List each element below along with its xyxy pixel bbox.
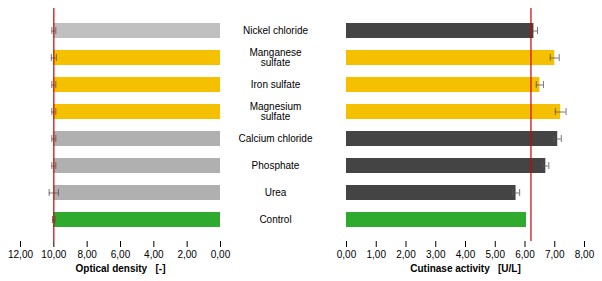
svg-text:6,00: 6,00 [111, 249, 131, 260]
svg-text:7,00: 7,00 [545, 249, 565, 260]
svg-text:0,00: 0,00 [211, 249, 231, 260]
svg-text:Optical density [-]: Optical density [-] [75, 263, 165, 274]
svg-text:Manganesesulfate: Manganesesulfate [249, 47, 302, 68]
svg-text:Urea: Urea [265, 187, 287, 198]
svg-text:8,00: 8,00 [77, 249, 97, 260]
svg-text:5,00: 5,00 [486, 249, 506, 260]
svg-text:3,00: 3,00 [426, 249, 446, 260]
svg-text:Cutinase activity [U/L]: Cutinase activity [U/L] [410, 263, 521, 274]
svg-text:10,00: 10,00 [41, 249, 66, 260]
svg-text:0,00: 0,00 [337, 249, 357, 260]
svg-text:Magnesiumsulfate: Magnesiumsulfate [250, 101, 302, 122]
svg-text:2,00: 2,00 [396, 249, 416, 260]
svg-text:Calcium chloride: Calcium chloride [239, 133, 313, 144]
svg-text:Iron sulfate: Iron sulfate [251, 79, 301, 90]
svg-text:1,00: 1,00 [367, 249, 387, 260]
svg-text:6,00: 6,00 [515, 249, 535, 260]
svg-text:4,00: 4,00 [144, 249, 164, 260]
svg-text:12,00: 12,00 [8, 249, 33, 260]
svg-text:8,00: 8,00 [575, 249, 595, 260]
svg-text:Phosphate: Phosphate [252, 160, 300, 171]
svg-text:4,00: 4,00 [456, 249, 476, 260]
svg-text:Nickel chloride: Nickel chloride [243, 25, 308, 36]
svg-text:2,00: 2,00 [177, 249, 197, 260]
svg-text:Control: Control [259, 214, 291, 225]
